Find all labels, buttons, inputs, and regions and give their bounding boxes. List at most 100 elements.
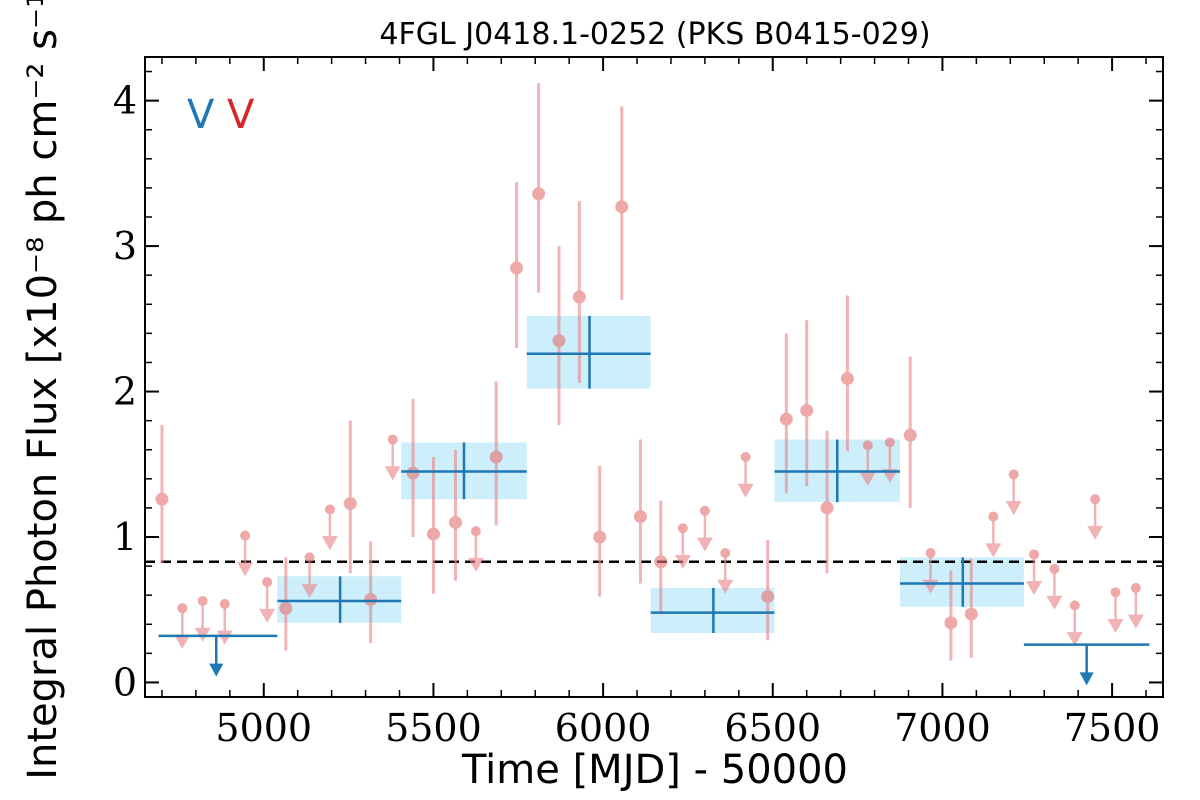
fine-upper-limit-arrow [1107,619,1124,633]
fine-upper-limit-marker [1049,564,1060,574]
fine-upper-limit [1026,549,1043,596]
fine-upper-limit-marker [304,552,315,563]
fine-marker [572,290,586,304]
x-tick-label: 7500 [1064,706,1161,750]
fine-upper-limit [1066,600,1083,647]
coarse-upper-limit-arrow [209,663,224,677]
fine-upper-limit-arrow [1026,581,1043,596]
fine-upper-limit-marker [1130,582,1141,593]
fine-upper-limit-arrow [216,630,233,645]
fine-upper-limit-arrow [1046,595,1063,610]
fine-data-point [761,539,775,641]
y-tick-label: 1 [113,515,137,559]
fine-marker [779,412,793,426]
fine-upper-limit-arrow [696,537,713,552]
fine-upper-limit-arrow [259,608,276,623]
legend-entry: V [227,92,255,138]
fine-upper-limit-arrow [859,472,876,487]
fine-upper-limit-arrow [1005,501,1022,516]
fine-upper-limit [985,511,1002,558]
fine-upper-limit-marker [387,434,398,445]
coarse-upper-limit [1023,643,1150,686]
fine-upper-limit-marker [699,505,710,516]
fine-data-point [903,356,917,508]
coarse-data-point [774,439,901,503]
fine-upper-limit-arrow [174,635,191,649]
fine-data-point [532,83,546,293]
fine-upper-limit-arrow [737,483,754,498]
fine-marker [964,607,978,621]
fine-upper-limit [174,603,191,649]
fine-upper-limit [674,523,691,569]
fine-data-point [279,557,293,651]
fine-marker [155,492,169,506]
fine-upper-limit-marker [925,548,936,558]
fine-marker [820,501,834,515]
fine-marker [532,187,546,201]
fine-data-point [510,182,524,348]
fine-upper-limit-marker [240,530,251,541]
coarse-data-point [401,442,527,500]
fine-data-point [779,333,793,494]
fine-marker [615,200,629,214]
fine-upper-limit-marker [988,511,999,522]
fine-marker [761,590,775,604]
fine-upper-limit-arrow [985,543,1002,558]
fine-data-point [489,381,503,526]
fine-data-point [426,457,440,594]
fine-upper-limit-arrow [1087,525,1104,540]
plot-frame [144,56,1164,698]
fine-upper-limit [301,552,318,599]
fine-marker [800,403,814,417]
fine-marker [840,371,854,385]
x-tick-label: 6000 [555,706,652,750]
fine-upper-limit-arrow [237,562,254,577]
fine-upper-limit [1107,587,1124,633]
fine-data-point [633,439,647,584]
fine-upper-limit-arrow [674,555,691,569]
fine-upper-limit-arrow [384,466,401,481]
fine-upper-limit-marker [1029,549,1040,560]
fine-upper-limit-marker [324,504,335,515]
legend-entry: V [187,92,215,138]
fine-data-point [944,570,958,661]
fine-upper-limit [259,577,276,623]
fine-marker [489,450,503,464]
fine-upper-limit-arrow [467,557,484,572]
y-axis-label: Integral Photon Flux [x10⁻⁸ ph cm⁻² s⁻¹] [20,0,66,780]
coarse-upper-limit-arrow [1079,672,1094,686]
coarse-data-point [650,587,775,633]
x-tick-label: 6500 [724,706,821,750]
fine-upper-limit [1127,582,1144,629]
fine-marker [343,497,357,511]
fine-upper-limit [1046,564,1063,610]
fine-upper-limit-arrow [301,584,318,599]
y-tick-label: 0 [113,660,137,704]
fine-data-point [800,320,814,487]
coarse-upper-limit [158,634,278,677]
fine-upper-limit [216,598,233,645]
coarse-data-point [277,576,402,623]
fine-upper-limit-arrow [321,536,338,551]
fine-marker [593,530,607,544]
fine-upper-limit [1087,494,1104,540]
fine-upper-limit-marker [862,440,873,451]
fine-upper-limit [384,434,401,481]
fine-upper-limit [237,530,254,577]
fine-upper-limit-marker [262,577,273,588]
y-tick-label: 2 [113,370,137,414]
x-axis-label: Time [MJD] - 50000 [461,747,848,793]
fine-upper-limit-marker [1090,494,1101,505]
fine-marker [510,261,524,275]
fine-data-point [406,398,420,537]
fine-marker [279,601,293,615]
fine-marker [654,555,668,569]
fine-data-point [364,541,378,644]
fine-upper-limit-marker [197,596,208,606]
fine-marker [406,466,420,480]
fine-marker [944,616,958,630]
fine-upper-limit-marker [677,523,688,534]
fine-upper-limit [737,452,754,498]
fine-upper-limit [321,504,338,551]
